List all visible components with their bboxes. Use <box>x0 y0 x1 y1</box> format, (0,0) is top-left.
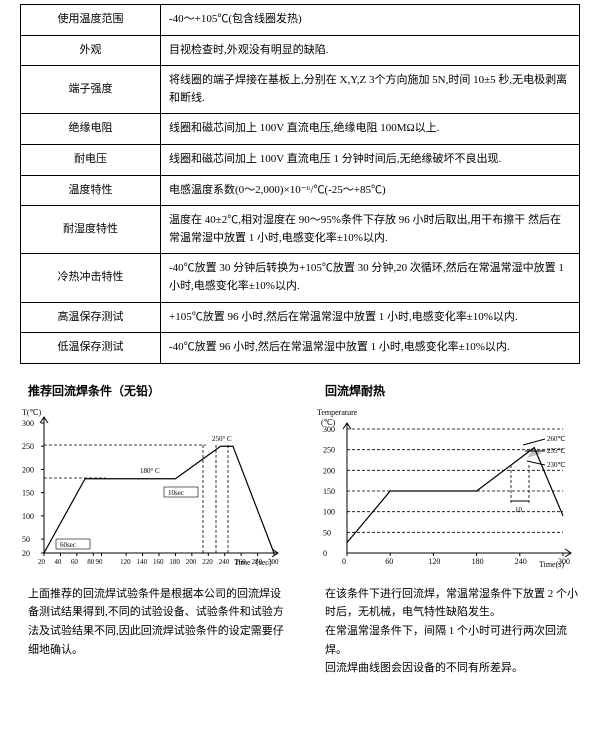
right-xlabel: Time(s) <box>539 560 564 569</box>
row-label: 耐湿度特性 <box>21 206 161 254</box>
table-row: 高温保存测试+105℃放置 96 小时,然后在常温常湿中放置 1 小时,电感变化… <box>21 302 580 333</box>
svg-text:120: 120 <box>428 557 440 566</box>
row-value: -40℃放置 96 小时,然后在常温常湿中放置 1 小时,电感变化率±10%以内… <box>161 333 580 364</box>
svg-text:180: 180 <box>472 557 484 566</box>
row-label: 绝缘电阻 <box>21 114 161 145</box>
svg-text:300: 300 <box>22 419 34 428</box>
left-ylabel: T(℃) <box>22 408 42 417</box>
table-row: 端子强度将线圈的端子焊接在基板上,分别在 X,Y,Z 3个方向施加 5N,时间 … <box>21 66 580 114</box>
row-label: 温度特性 <box>21 175 161 206</box>
svg-text:80: 80 <box>87 558 95 566</box>
svg-text:255℃: 255℃ <box>547 447 566 455</box>
svg-text:150: 150 <box>323 487 335 496</box>
svg-text:250: 250 <box>323 445 335 454</box>
left-xlabel: Time（sec） <box>234 558 277 567</box>
row-value: 将线圈的端子焊接在基板上,分别在 X,Y,Z 3个方向施加 5N,时间 10±5… <box>161 66 580 114</box>
ramp-label: 60sec <box>60 541 76 549</box>
svg-text:20: 20 <box>22 549 30 558</box>
row-value: +105℃放置 96 小时,然后在常温常湿中放置 1 小时,电感变化率±10%以… <box>161 302 580 333</box>
row-value: -40～+105℃(包含线圈发热) <box>161 5 580 36</box>
plateau-label: 180° C <box>140 467 160 475</box>
right-dwell: 10 <box>515 506 523 514</box>
svg-text:240: 240 <box>219 558 230 566</box>
svg-text:250: 250 <box>22 442 34 451</box>
row-value: -40℃放置 30 分钟后转换为+105℃放置 30 分钟,20 次循环,然后在… <box>161 254 580 302</box>
table-row: 低温保存测试-40℃放置 96 小时,然后在常温常湿中放置 1 小时,电感变化率… <box>21 333 580 364</box>
row-value: 线圈和磁芯间加上 100V 直流电压,绝缘电阻 100MΩ以上. <box>161 114 580 145</box>
svg-text:50: 50 <box>22 535 30 544</box>
svg-text:100: 100 <box>323 507 335 516</box>
svg-text:200: 200 <box>186 558 197 566</box>
svg-text:60: 60 <box>71 558 79 566</box>
row-label: 使用温度范围 <box>21 5 161 36</box>
svg-text:230℃: 230℃ <box>547 461 566 469</box>
table-row: 绝缘电阻线圈和磁芯间加上 100V 直流电压,绝缘电阻 100MΩ以上. <box>21 114 580 145</box>
row-label: 低温保存测试 <box>21 333 161 364</box>
table-row: 耐湿度特性温度在 40±2℃,相对湿度在 90～95%条件下存放 96 小时后取… <box>21 206 580 254</box>
svg-text:220: 220 <box>202 558 213 566</box>
svg-text:180: 180 <box>169 558 180 566</box>
table-row: 外观目视检查时,外观没有明显的缺陷. <box>21 35 580 66</box>
spec-table: 使用温度范围-40～+105℃(包含线圈发热)外观目视检查时,外观没有明显的缺陷… <box>20 4 580 364</box>
svg-text:40: 40 <box>54 558 62 566</box>
svg-text:240: 240 <box>515 557 527 566</box>
row-value: 目视检查时,外观没有明显的缺陷. <box>161 35 580 66</box>
right-chart: Temperature (℃) 050100150200250300 06012… <box>313 405 583 575</box>
right-column: 回流焊耐热 Temperature (℃) 050100150200250300… <box>307 378 590 678</box>
svg-text:300: 300 <box>323 425 335 434</box>
row-label: 高温保存测试 <box>21 302 161 333</box>
dwell-label: 10sec <box>168 489 184 497</box>
svg-text:120: 120 <box>120 558 131 566</box>
reflow-section: 推荐回流焊条件（无铅） T(℃) 2050100150200250300 204… <box>10 378 590 678</box>
table-row: 使用温度范围-40～+105℃(包含线圈发热) <box>21 5 580 36</box>
table-row: 耐电压线圈和磁芯间加上 100V 直流电压 1 分钟时间后,无绝缘破坏不良出现. <box>21 144 580 175</box>
row-value: 电感温度系数(0～2,000)×10⁻⁶/℃(-25～+85℃) <box>161 175 580 206</box>
row-label: 耐电压 <box>21 144 161 175</box>
svg-text:200: 200 <box>22 465 34 474</box>
left-title: 推荐回流焊条件（无铅） <box>28 382 293 399</box>
svg-text:20: 20 <box>38 558 46 566</box>
row-label: 冷热冲击特性 <box>21 254 161 302</box>
svg-text:0: 0 <box>323 549 327 558</box>
svg-text:50: 50 <box>323 528 331 537</box>
svg-text:90: 90 <box>96 558 104 566</box>
svg-text:0: 0 <box>342 557 346 566</box>
left-column: 推荐回流焊条件（无铅） T(℃) 20 50 100 150 200 250 300 20 4… <box>10 378 293 678</box>
row-value: 线圈和磁芯间加上 100V 直流电压 1 分钟时间后,无绝缘破坏不良出现. <box>161 144 580 175</box>
table-row: 温度特性电感温度系数(0～2,000)×10⁻⁶/℃(-25～+85℃) <box>21 175 580 206</box>
svg-text:200: 200 <box>323 466 335 475</box>
row-value: 温度在 40±2℃,相对湿度在 90～95%条件下存放 96 小时后取出,用干布… <box>161 206 580 254</box>
right-ylabel: Temperature <box>317 408 358 417</box>
svg-text:260℃: 260℃ <box>547 435 566 443</box>
svg-text:150: 150 <box>22 488 34 497</box>
table-row: 冷热冲击特性-40℃放置 30 分钟后转换为+105℃放置 30 分钟,20 次… <box>21 254 580 302</box>
right-title: 回流焊耐热 <box>325 382 590 399</box>
row-label: 外观 <box>21 35 161 66</box>
left-chart: T(℃) 20 50 100 150 200 250 300 20 40 60 8090 120 14… <box>16 405 286 575</box>
row-label: 端子强度 <box>21 66 161 114</box>
left-desc: 上面推荐的回流焊试验条件是根据本公司的回流焊设备测试结果得到,不同的试验设备、试… <box>28 585 289 660</box>
peak-label: 250° C <box>212 435 232 443</box>
svg-text:60: 60 <box>385 557 393 566</box>
axes <box>44 417 278 553</box>
right-desc: 在该条件下进行回流焊，常温常湿条件下放置 2 个小时后，无机械，电气特性缺陷发生… <box>325 585 586 678</box>
svg-text:140: 140 <box>137 558 148 566</box>
svg-text:160: 160 <box>153 558 164 566</box>
svg-text:100: 100 <box>22 512 34 521</box>
